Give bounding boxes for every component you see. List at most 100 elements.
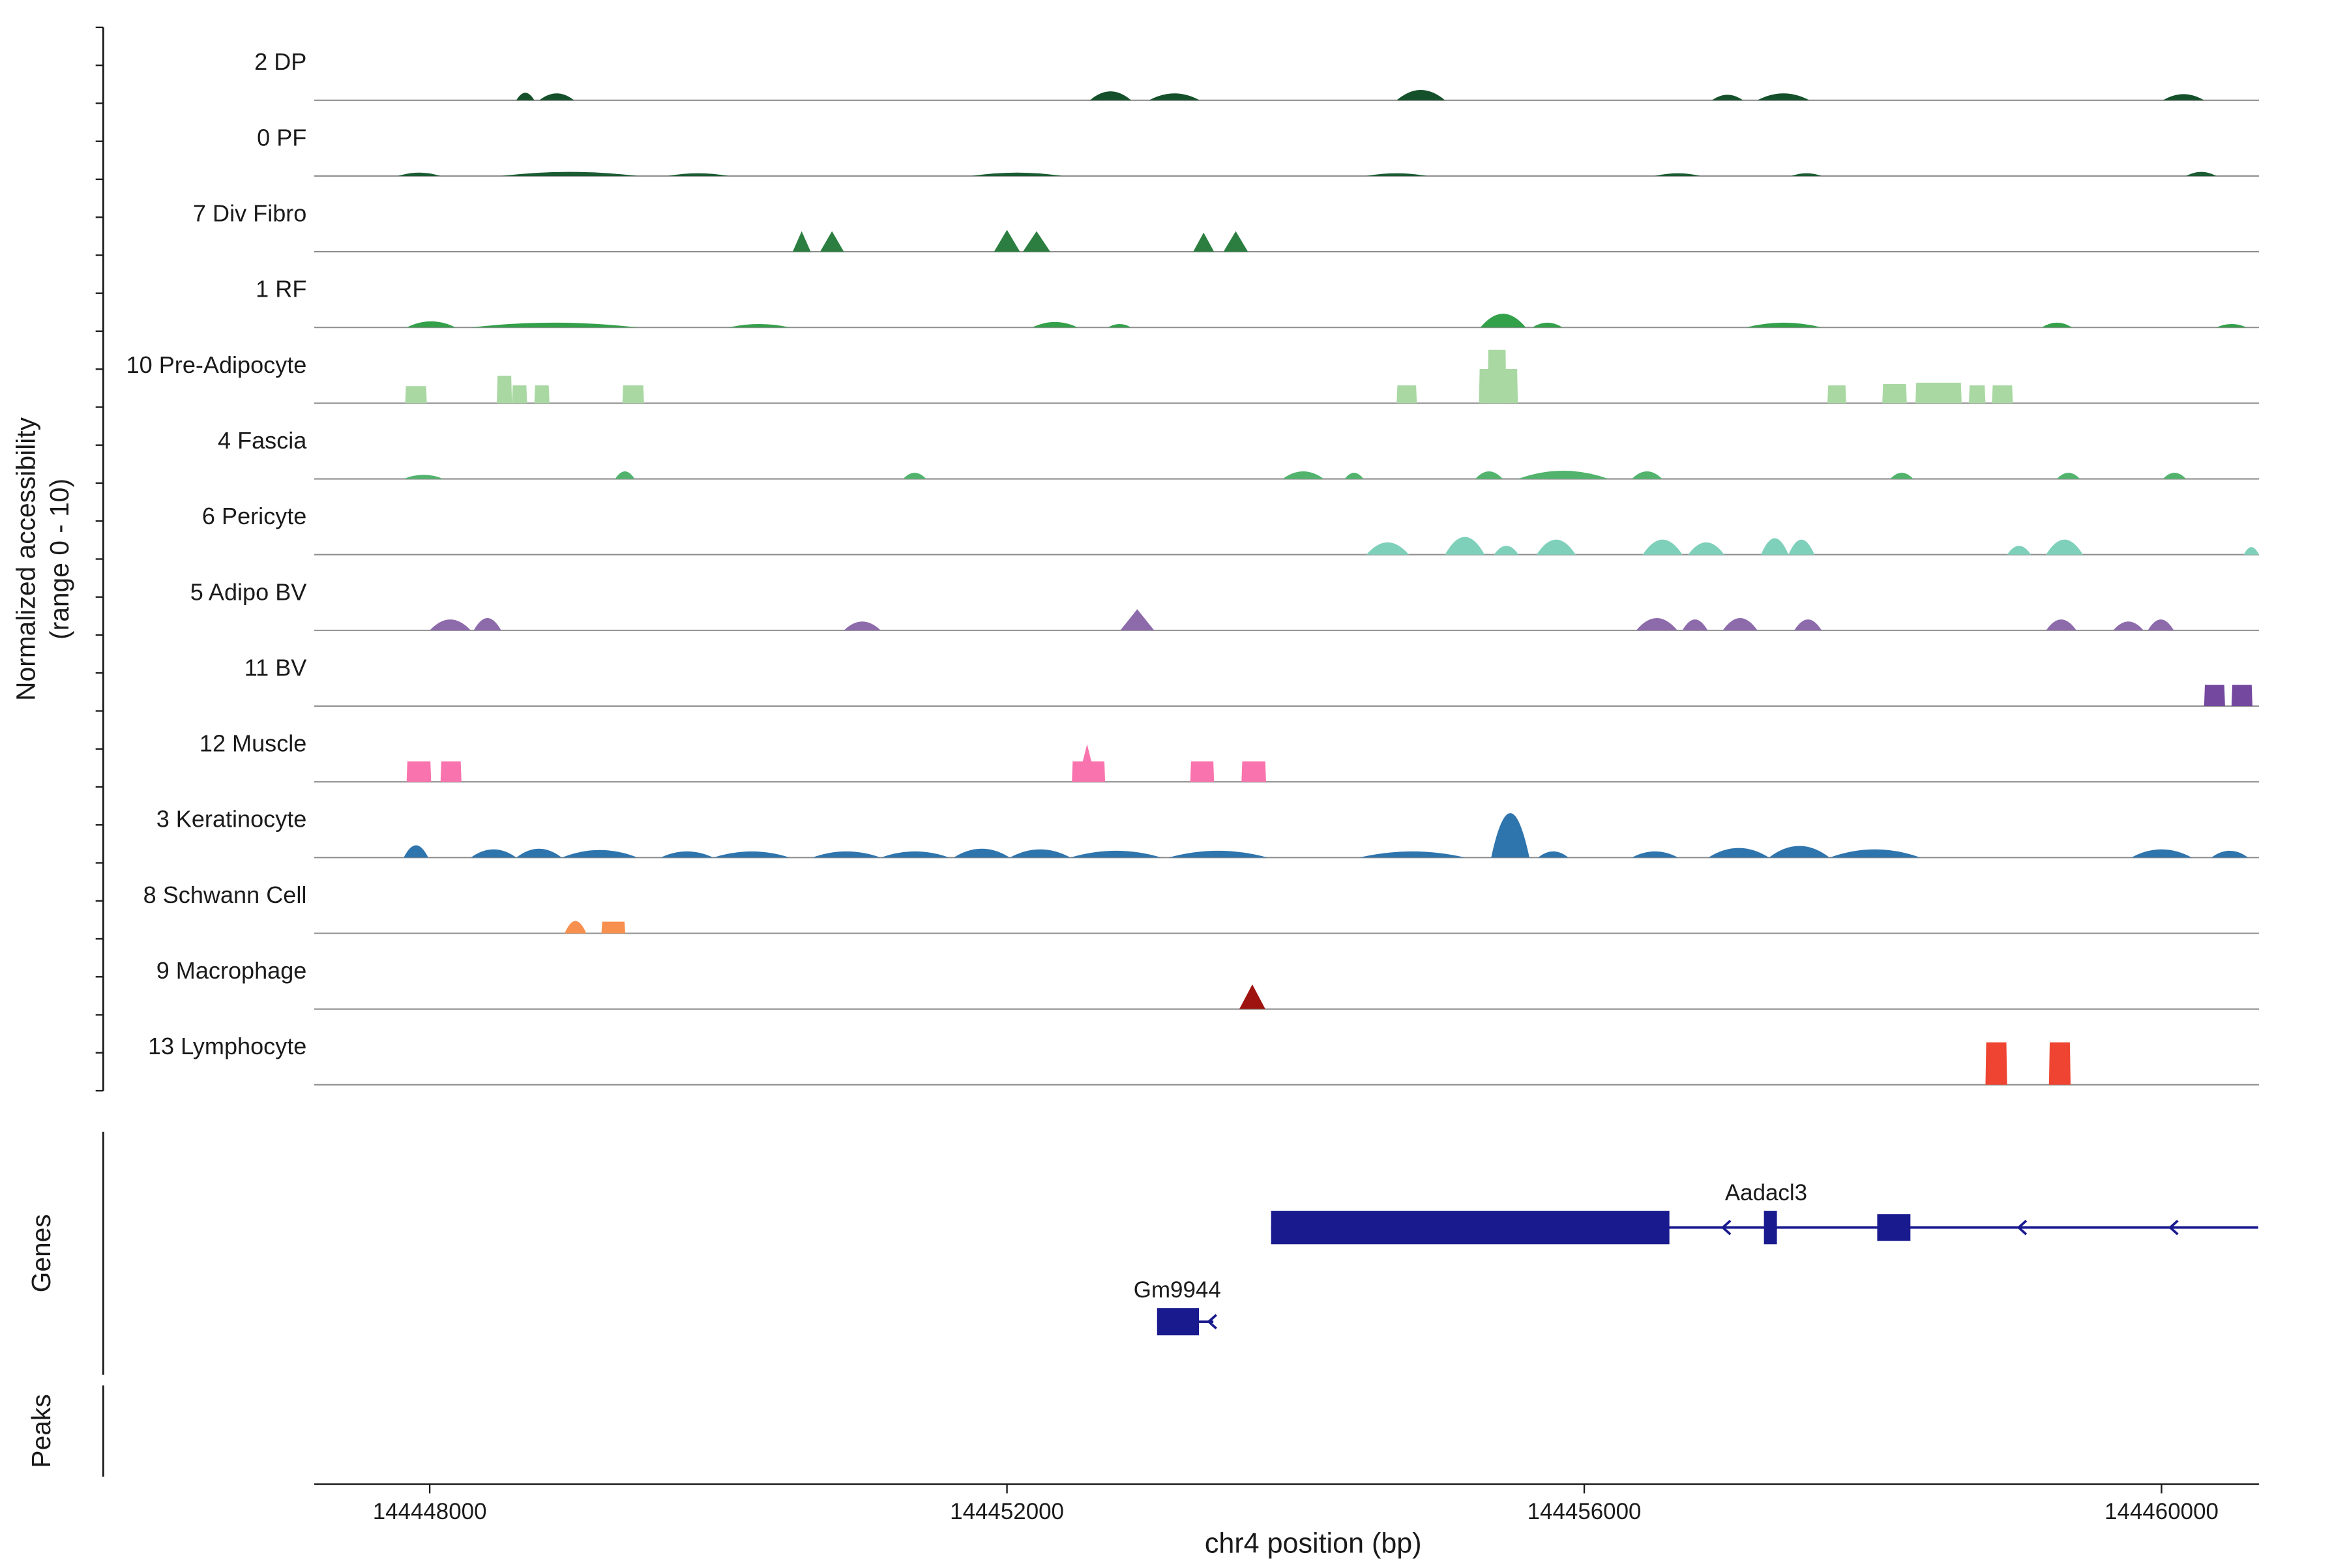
accessibility-peak — [534, 385, 550, 404]
accessibility-peak — [1915, 382, 1962, 404]
accessibility-peak — [1344, 473, 1364, 479]
accessibility-peak — [1022, 231, 1050, 252]
accessibility-peak — [1396, 385, 1417, 404]
x-tick-label: 144448000 — [373, 1499, 487, 1524]
track-label: 7 Div Fibro — [193, 200, 306, 226]
gene-strand-arrow-icon — [1207, 1314, 1217, 1330]
accessibility-peak — [1108, 324, 1131, 328]
accessibility-peak — [1396, 90, 1445, 100]
accessibility-peak — [1761, 538, 1789, 555]
accessibility-peak — [471, 849, 516, 858]
accessibility-peak — [1532, 322, 1563, 328]
accessibility-peak — [404, 845, 428, 858]
accessibility-peak — [1788, 539, 1815, 555]
gene-models: Aadacl3 Gm9944 — [1134, 1180, 2258, 1336]
accessibility-peak — [501, 171, 638, 176]
accessibility-peak — [561, 850, 638, 858]
gene-strand-arrow-icon — [1720, 1219, 1732, 1235]
accessibility-peak — [792, 231, 811, 252]
y-axis-label-line2: (range 0 - 10) — [44, 479, 74, 640]
track-label: 2 DP — [254, 48, 306, 75]
track-label: 8 Schwann Cell — [143, 881, 307, 908]
accessibility-peak — [1632, 851, 1678, 858]
accessibility-peak — [2041, 322, 2073, 328]
accessibility-peak — [1791, 173, 1822, 176]
peaks-section-label: Peaks — [26, 1394, 56, 1468]
accessibility-peak — [660, 851, 714, 858]
accessibility-peak — [1682, 619, 1708, 630]
accessibility-peak — [1711, 95, 1743, 100]
accessibility-peak — [1538, 851, 1569, 858]
accessibility-peak — [2231, 685, 2252, 707]
track-label: 1 RF — [256, 276, 306, 303]
accessibility-peak — [2046, 619, 2076, 630]
accessibility-peak — [994, 229, 1020, 252]
accessibility-peak — [1757, 93, 1810, 100]
accessibility-peak — [1070, 850, 1162, 858]
track-label: 6 Pericyte — [202, 503, 306, 529]
accessibility-peak — [1769, 846, 1830, 858]
genes-section-label: Genes — [26, 1214, 56, 1292]
accessibility-peak — [2048, 1042, 2071, 1085]
accessibility-peak — [497, 376, 512, 404]
accessibility-peak — [406, 761, 432, 782]
accessibility-peak — [1241, 761, 1266, 782]
accessibility-peak — [2162, 94, 2204, 100]
accessibility-peak — [2186, 171, 2217, 176]
accessibility-peak — [1636, 618, 1677, 630]
accessibility-peak — [1223, 231, 1248, 252]
accessibility-peak — [1968, 385, 1986, 404]
accessibility-peak — [622, 385, 644, 404]
gene-exon — [1877, 1214, 1911, 1241]
accessibility-peak — [565, 921, 587, 934]
accessibility-peak — [1655, 173, 1701, 176]
accessibility-peak — [1985, 1042, 2007, 1085]
accessibility-peak — [1518, 470, 1609, 479]
accessibility-peak — [953, 848, 1011, 858]
track-label: 4 Fascia — [218, 427, 307, 454]
accessibility-peak — [812, 851, 881, 858]
accessibility-peak — [668, 173, 729, 176]
gene-label: Gm9944 — [1134, 1277, 1221, 1303]
accessibility-peak — [2148, 619, 2174, 630]
tracks-axis-ticks — [95, 26, 104, 1092]
accessibility-peak — [1745, 322, 1822, 328]
accessibility-peak — [2046, 539, 2083, 555]
accessibility-peak — [1688, 542, 1724, 555]
accessibility-peak — [1536, 539, 1576, 555]
accessibility-peak — [440, 761, 462, 782]
accessibility-peak — [539, 93, 574, 100]
accessibility-peak — [1359, 851, 1466, 858]
accessibility-peak — [1445, 537, 1485, 555]
accessibility-peak — [1239, 984, 1265, 1009]
accessibility-peak — [1032, 321, 1078, 328]
accessibility-peak — [471, 322, 638, 328]
accessibility-peak — [1794, 619, 1822, 630]
accessibility-peak — [1120, 609, 1155, 630]
accessibility-peak — [2131, 849, 2192, 858]
accessibility-peak — [2243, 547, 2259, 555]
accessibility-peak — [430, 619, 471, 630]
x-tick-label: 144460000 — [2104, 1499, 2219, 1524]
gene-label: Aadacl3 — [1725, 1180, 1807, 1206]
accessibility-peak — [903, 473, 926, 479]
accessibility-peak — [405, 386, 427, 404]
accessibility-peak — [1642, 539, 1683, 555]
track-label: 13 Lymphocyte — [148, 1033, 306, 1059]
accessibility-peak — [2007, 546, 2031, 555]
gene-strand-arrow-icon — [2168, 1219, 2179, 1235]
accessibility-peak — [1149, 93, 1200, 100]
track-label: 5 Adipo BV — [190, 578, 307, 605]
accessibility-peak — [516, 848, 562, 858]
accessibility-peak — [1475, 471, 1503, 479]
accessibility-peak — [1632, 471, 1662, 479]
accessibility-peak — [2211, 850, 2249, 858]
gene-exon — [1764, 1211, 1777, 1245]
accessibility-peak — [601, 921, 626, 934]
x-tick-label: 144452000 — [950, 1499, 1064, 1524]
track-label: 10 Pre-Adipocyte — [126, 351, 307, 378]
gene-exon-thick — [1271, 1211, 1670, 1245]
accessibility-peak — [1708, 848, 1769, 858]
accessibility-peak — [406, 321, 456, 328]
